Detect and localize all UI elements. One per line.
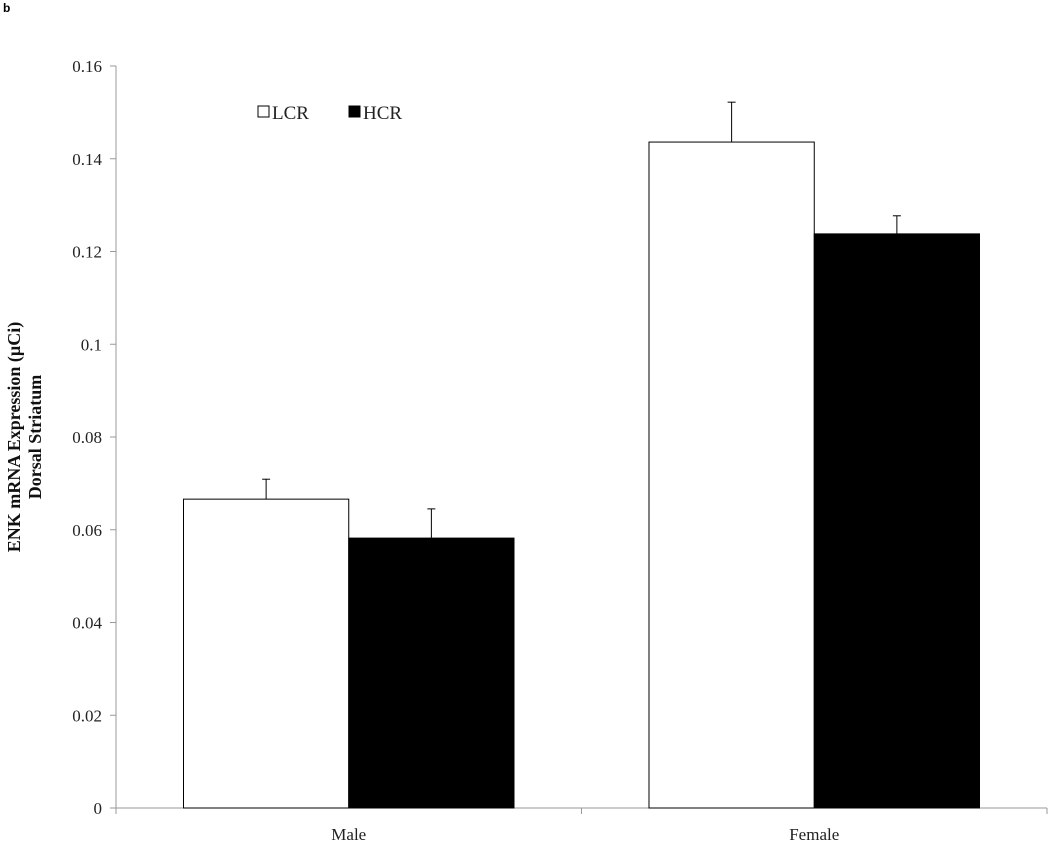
- y-tick-label: 0.14: [72, 150, 102, 169]
- legend-swatch-hcr: [348, 105, 361, 118]
- y-axis-title-line-1: ENK mRNA Expression (µCi): [4, 322, 25, 553]
- y-tick-label: 0.08: [72, 428, 102, 447]
- x-category-label: Female: [789, 825, 839, 842]
- x-axis: Male Female: [115, 807, 1048, 842]
- bar-hcr-female: [813, 233, 981, 809]
- panel-label: b: [3, 1, 11, 15]
- y-tick-label: 0.1: [81, 335, 102, 354]
- bar-lcr-female: [648, 141, 815, 809]
- error-bars: [262, 101, 901, 539]
- bar-lcr-male: [182, 498, 350, 809]
- x-category-label: Male: [331, 825, 366, 842]
- y-tick-label: 0.12: [72, 243, 102, 262]
- y-tick-label: 0.16: [72, 57, 102, 76]
- legend-swatch-lcr: [257, 105, 270, 118]
- y-tick-label: 0.06: [72, 521, 102, 540]
- y-tick-label: 0.04: [72, 614, 102, 633]
- y-axis-title-line-2: Dorsal Striatum: [25, 375, 45, 500]
- y-tick-label: 0: [94, 799, 103, 818]
- legend-label-hcr: HCR: [363, 103, 402, 124]
- bar-hcr-male: [348, 537, 515, 809]
- legend-label-lcr: LCR: [272, 103, 309, 124]
- y-axis: 0 0.02 0.04 0.06 0.08 0.1 0.12 0.14 0.16: [72, 57, 117, 818]
- legend: LCR HCR: [257, 103, 402, 124]
- y-tick-label: 0.02: [72, 706, 102, 725]
- bars: [182, 141, 981, 809]
